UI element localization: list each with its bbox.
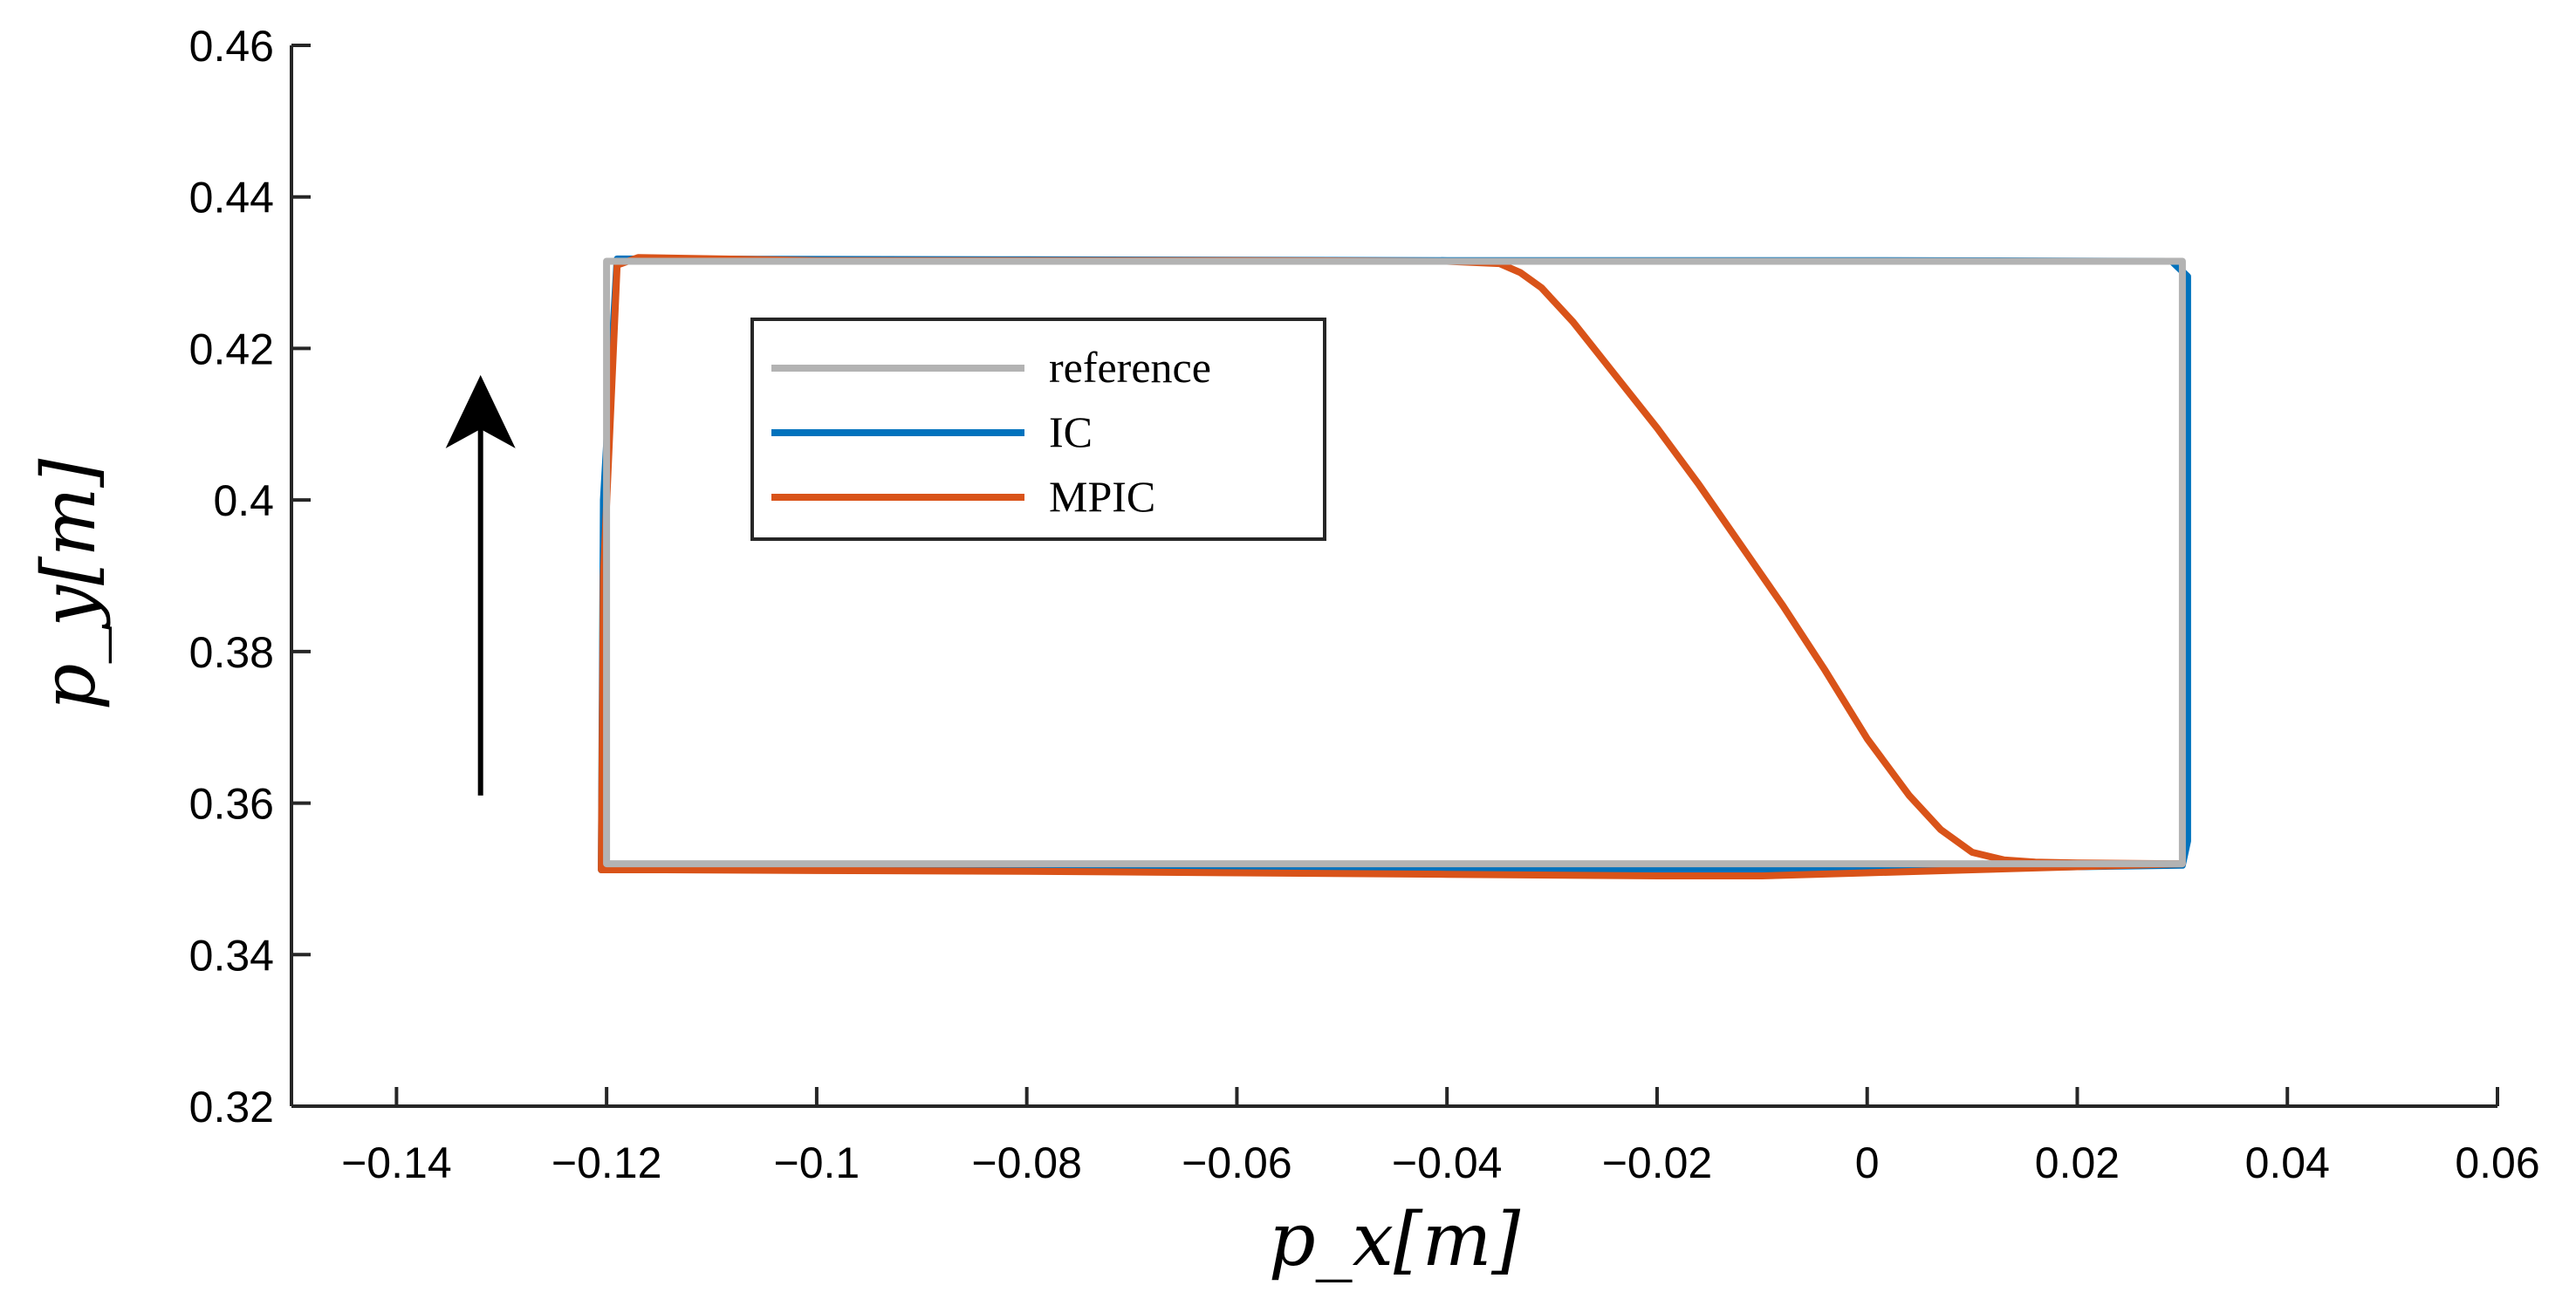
x-tick-label: −0.02 <box>1602 1138 1713 1187</box>
y-axis-title: p_y[m] <box>26 459 112 711</box>
axes-layer: −0.14 −0.12 −0.1 −0.08 −0.06 −0.04 −0.02 0 0.02 0… <box>189 22 2540 1187</box>
y-tick-label: 0.46 <box>189 22 274 71</box>
x-tick-label: 0.04 <box>2245 1138 2330 1187</box>
legend-label-reference: reference <box>1049 343 1211 392</box>
x-tick-label: 0.06 <box>2455 1138 2539 1187</box>
x-tick-label: −0.06 <box>1182 1138 1292 1187</box>
series-layer <box>598 254 2191 879</box>
x-tick-label: −0.1 <box>774 1138 860 1187</box>
y-tick-label: 0.44 <box>189 174 274 222</box>
x-tick-label: 0.02 <box>2035 1138 2120 1187</box>
y-tick-label: 0.32 <box>189 1083 274 1131</box>
x-tick-label: 0 <box>1855 1138 1880 1187</box>
y-tick-label: 0.36 <box>189 780 274 829</box>
x-tick-label: −0.14 <box>341 1138 452 1187</box>
legend-label-mpic: MPIC <box>1049 472 1155 521</box>
direction-arrow-head <box>445 374 516 448</box>
x-axis-title: p_x[m] <box>1269 1197 1521 1282</box>
x-tick-label: −0.04 <box>1392 1138 1503 1187</box>
series-line-reference <box>603 257 2186 868</box>
y-tick-label: 0.38 <box>189 628 274 677</box>
y-tick-label: 0.4 <box>213 476 274 525</box>
legend-label-ic: IC <box>1049 407 1093 456</box>
x-tick-label: −0.12 <box>552 1138 662 1187</box>
x-tick-label: −0.08 <box>971 1138 1082 1187</box>
annotation-layer <box>445 374 516 796</box>
y-tick-label: 0.42 <box>189 325 274 373</box>
legend: reference IC MPIC <box>750 318 1326 541</box>
y-tick-label: 0.34 <box>189 931 274 980</box>
